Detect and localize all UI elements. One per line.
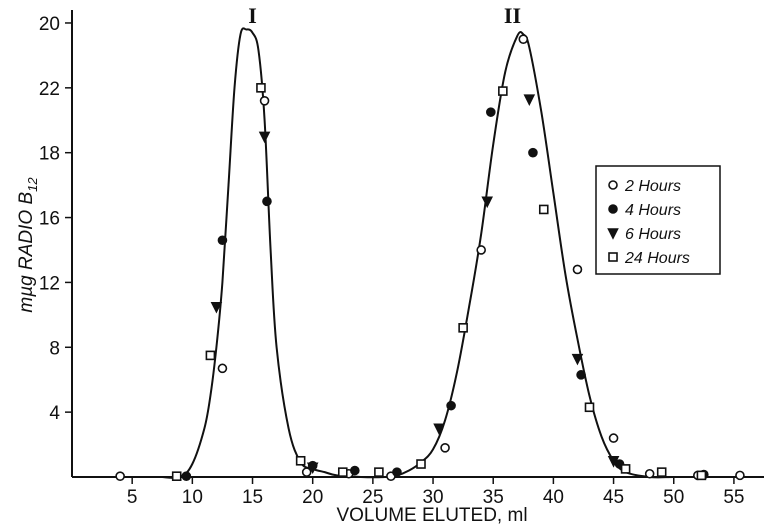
y-tick-label: 20: [39, 14, 60, 35]
data-point-triangle-down: [481, 196, 493, 209]
y-tick-label: 18: [39, 144, 60, 165]
data-point-square-open: [374, 467, 384, 477]
data-point-circle-filled: [528, 147, 538, 158]
data-point-square-open: [171, 471, 182, 481]
data-point-circle-open: [644, 468, 655, 479]
x-tick-label: 35: [483, 487, 504, 508]
data-point-circle-open: [572, 264, 583, 275]
data-markers: [115, 34, 745, 481]
legend-marker-circle-filled: [608, 204, 618, 214]
data-point-circle-filled: [181, 471, 192, 481]
data-point-circle-open: [115, 471, 125, 481]
data-point-square-open: [458, 323, 468, 333]
y-tick-label: 22: [39, 79, 60, 100]
data-point-circle-filled: [392, 467, 402, 477]
data-point-square-open: [584, 402, 595, 413]
data-point-square-open: [416, 459, 426, 469]
peak-label: II: [504, 3, 521, 28]
data-point-circle-open: [735, 470, 745, 481]
data-point-square-open: [620, 464, 631, 474]
y-tick-label: 8: [49, 338, 60, 359]
data-point-square-open: [337, 467, 348, 477]
peak-label: I: [248, 3, 257, 28]
y-axis-title-main: mµg RADIO B: [16, 192, 37, 313]
legend-marker-circle-open: [608, 180, 618, 190]
y-tick-label: 4: [49, 403, 60, 424]
data-point-triangle-down: [258, 131, 271, 144]
data-point-square-open: [498, 86, 508, 96]
data-point-triangle-down: [433, 423, 445, 436]
x-tick-label: 45: [603, 487, 624, 508]
y-tick-label: 16: [39, 209, 60, 230]
x-axis-title: VOLUME ELUTED, ml: [336, 505, 527, 526]
data-point-triangle-down: [306, 462, 319, 475]
x-tick-label: 55: [723, 487, 744, 508]
x-tick-label: 10: [182, 487, 203, 508]
data-point-circle-filled: [576, 370, 586, 380]
data-point-circle-open: [440, 443, 450, 453]
data-point-circle-open: [608, 433, 619, 443]
y-axis-ticks: 4 8 12 16 18 22 20: [39, 14, 72, 424]
x-axis-ticks: 5 10 15 20 25 30 35 40 45 50 55: [127, 477, 744, 508]
x-tick-label: 20: [302, 487, 323, 508]
data-point-triangle-down: [210, 301, 223, 314]
data-point-circle-filled: [217, 235, 228, 246]
legend-label: 2 Hours: [624, 178, 681, 195]
x-tick-label: 30: [422, 487, 443, 508]
x-tick-label: 50: [663, 487, 684, 508]
x-tick-label: 15: [242, 487, 263, 508]
data-point-circle-open: [476, 245, 486, 255]
data-point-circle-filled: [486, 107, 496, 117]
x-tick-label: 25: [362, 487, 383, 508]
x-tick-label: 40: [543, 487, 564, 508]
data-point-circle-open: [301, 467, 312, 477]
data-point-triangle-down: [571, 353, 584, 366]
x-tick-label: 5: [127, 487, 138, 508]
legend-label: 24 Hours: [624, 250, 690, 267]
svg-text:mµg RADIO B12: mµg RADIO B12: [16, 177, 40, 313]
data-point-circle-filled: [262, 196, 272, 207]
legend-marker-square-open: [608, 252, 618, 262]
data-point-square-open: [256, 83, 266, 93]
y-axis-title-subscript: 12: [25, 177, 40, 192]
data-point-circle-open: [217, 363, 228, 374]
data-point-square-open: [205, 350, 216, 361]
data-point-circle-filled: [446, 400, 456, 411]
y-axis-title: mµg RADIO B12: [16, 177, 40, 313]
peak-labels: I II: [248, 3, 521, 28]
data-point-triangle-down: [607, 455, 620, 468]
data-point-circle-filled: [350, 465, 360, 476]
data-point-circle-open: [259, 96, 270, 106]
data-point-square-open: [538, 204, 549, 215]
data-point-circle-open: [518, 34, 529, 44]
legend-label: 6 Hours: [625, 226, 681, 243]
data-point-triangle-down: [523, 94, 536, 106]
data-point-square-open: [656, 467, 667, 477]
data-point-square-open: [295, 455, 306, 466]
legend-marker-triangle-down: [607, 228, 619, 240]
y-tick-label: 12: [39, 273, 60, 294]
data-point-square-open: [696, 470, 707, 481]
legend: 2 Hours 4 Hours 6 Hours 24 Hours: [595, 165, 721, 275]
legend-label: 4 Hours: [625, 202, 681, 219]
